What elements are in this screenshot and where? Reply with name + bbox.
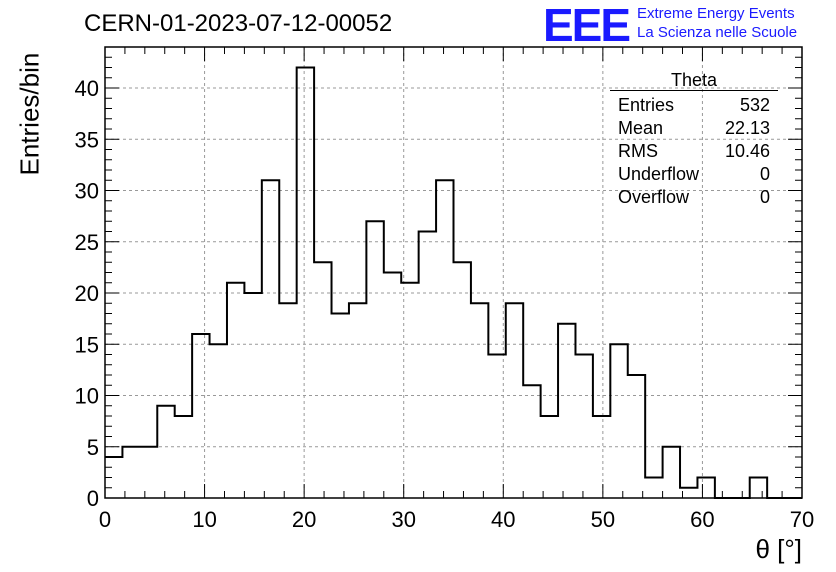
histogram-bin <box>436 180 453 498</box>
histogram-bin <box>157 406 174 498</box>
histogram-bin <box>262 180 279 498</box>
histogram-line <box>105 66 802 499</box>
stats-label: Overflow <box>618 187 690 207</box>
stats-label: Underflow <box>618 164 700 184</box>
stats-title: Theta <box>610 70 778 91</box>
x-tick-label: 70 <box>790 507 814 532</box>
stats-row-underflow: Underflow 0 <box>610 163 778 186</box>
histogram-bin <box>541 416 558 498</box>
logo-line-2: La Scienza nelle Scuole <box>637 24 798 41</box>
histogram-bin <box>506 303 523 498</box>
histogram-bin <box>401 283 418 498</box>
histogram-bin <box>140 447 157 498</box>
logo-line-1: Extreme Energy Events <box>637 5 795 22</box>
histogram-bin <box>210 344 227 498</box>
stats-box: Theta Entries 532 Mean 22.13 RMS 10.46 Unde… <box>610 70 778 209</box>
x-tick-label: 10 <box>192 507 216 532</box>
x-tick-label: 30 <box>391 507 415 532</box>
histogram-bin <box>384 273 401 499</box>
histogram-bin <box>750 478 767 499</box>
logo-caption: Extreme Energy Events La Scienza nelle S… <box>637 4 797 42</box>
histogram-bin <box>332 314 349 499</box>
histogram-bin <box>575 355 592 499</box>
y-tick-label: 15 <box>75 332 99 357</box>
y-tick-label: 10 <box>75 384 99 409</box>
y-tick-label: 35 <box>75 127 99 152</box>
x-tick-label: 60 <box>690 507 714 532</box>
stats-value: 22.13 <box>724 118 770 138</box>
chart-title: CERN-01-2023-07-12-00052 <box>84 10 393 37</box>
stats-label: RMS <box>618 141 658 161</box>
x-tick-label: 50 <box>591 507 615 532</box>
histogram-bin <box>610 344 627 498</box>
histogram-bin <box>279 303 296 498</box>
x-tick-label: 0 <box>99 507 111 532</box>
x-axis-label: θ [°] <box>755 534 802 564</box>
histogram-bin <box>488 355 505 499</box>
histogram-bin <box>227 283 244 498</box>
eee-logo: EEE <box>543 0 631 51</box>
stats-row-entries: Entries 532 <box>610 94 778 117</box>
histogram-bin <box>523 385 540 498</box>
histogram-bin <box>628 375 645 498</box>
y-tick-label: 25 <box>75 230 99 255</box>
histogram-bin <box>366 221 383 498</box>
histogram-bin <box>454 262 471 498</box>
x-tick-label: 40 <box>491 507 515 532</box>
histogram-bin <box>697 478 714 499</box>
stats-label: Entries <box>618 95 675 115</box>
histogram-bin <box>105 457 122 498</box>
histogram-bin <box>192 334 209 498</box>
histogram-bin <box>297 68 314 499</box>
histogram-bin <box>419 232 436 499</box>
histogram-bin <box>349 303 366 498</box>
histogram-bin <box>314 262 331 498</box>
histogram-bin <box>558 324 575 498</box>
y-tick-label: 30 <box>75 179 99 204</box>
stats-label: Mean <box>618 118 664 138</box>
histogram-bin <box>175 416 192 498</box>
histogram-bin <box>645 478 662 499</box>
y-tick-label: 40 <box>75 76 99 101</box>
histogram-bin <box>593 416 610 498</box>
y-tick-label: 20 <box>75 281 99 306</box>
stats-value: 0 <box>759 164 770 184</box>
plot-frame <box>104 46 803 499</box>
stats-row-rms: RMS 10.46 <box>610 140 778 163</box>
histogram-bin <box>663 447 680 498</box>
stats-value: 532 <box>739 95 770 115</box>
histogram-bin <box>244 293 261 498</box>
histogram-bin <box>122 447 139 498</box>
histogram-bin <box>471 303 488 498</box>
stats-row-overflow: Overflow 0 <box>610 186 778 209</box>
stats-row-mean: Mean 22.13 <box>610 117 778 140</box>
y-tick-label: 5 <box>87 435 99 460</box>
y-tick-label: 0 <box>87 486 99 511</box>
y-axis-label: Entries/bin <box>14 52 45 176</box>
stats-value: 0 <box>759 187 770 207</box>
x-tick-label: 20 <box>292 507 316 532</box>
histogram-bin <box>680 488 697 498</box>
stats-value: 10.46 <box>724 141 770 161</box>
